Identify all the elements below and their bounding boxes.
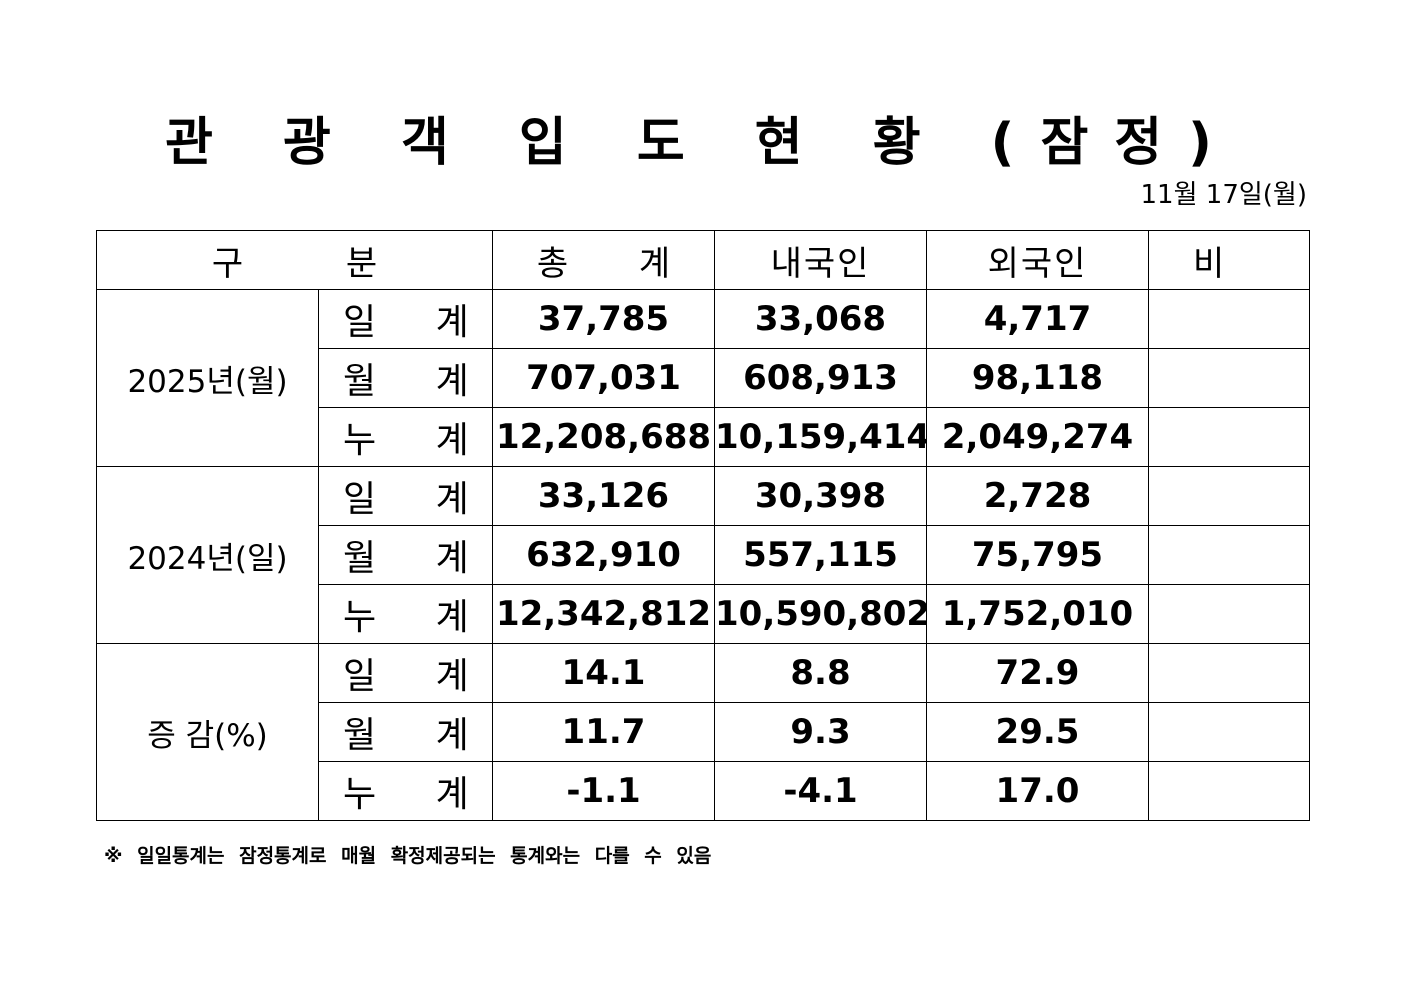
cell-foreign: 2,049,274: [926, 407, 1149, 467]
cell-foreign: 75,795: [926, 525, 1149, 585]
row-label: 누 계: [318, 407, 493, 467]
cell-foreign: 1,752,010: [926, 584, 1149, 644]
table-row: 누 계 12,342,812 10,590,802 1,752,010: [97, 584, 1310, 644]
cell-remarks: [1148, 761, 1310, 821]
cell-domestic: 557,115: [714, 525, 927, 585]
cell-domestic: 10,159,414: [714, 407, 927, 467]
table-row: 월 계 632,910 557,115 75,795: [97, 525, 1310, 585]
cell-foreign: 98,118: [926, 348, 1149, 408]
cell-total: 707,031: [492, 348, 715, 408]
cell-domestic: 33,068: [714, 289, 927, 349]
cell-total: 12,342,812: [492, 584, 715, 644]
cell-domestic: 8.8: [714, 643, 927, 703]
cell-foreign: 72.9: [926, 643, 1149, 703]
cell-remarks: [1148, 525, 1310, 585]
cell-remarks: [1148, 584, 1310, 644]
cell-domestic: 30,398: [714, 466, 927, 526]
cell-total: 37,785: [492, 289, 715, 349]
footnote: ※ 일일통계는 잠정통계로 매월 확정제공되는 통계와는 다를 수 있음: [104, 845, 712, 867]
page-title: 관 광 객 입 도 현 황 (잠정): [165, 113, 1238, 173]
header-remarks: 비 고: [1148, 230, 1310, 290]
table-row: 증 감(%) 일 계 14.1 8.8 72.9: [96, 643, 1310, 821]
cell-remarks: [1148, 407, 1310, 467]
table-row: 2024년(일) 일 계 33,126 30,398 2,728: [96, 466, 1310, 644]
cell-remarks: [1148, 702, 1310, 762]
cell-total: 14.1: [492, 643, 715, 703]
cell-total: 12,208,688: [492, 407, 715, 467]
cell-foreign: 4,717: [926, 289, 1149, 349]
cell-total: -1.1: [492, 761, 715, 821]
row-label: 누 계: [318, 761, 493, 821]
row-label: 일 계: [318, 466, 493, 526]
group-label-2024: 2024년(일): [96, 466, 319, 644]
table-row: 누 계 -1.1 -4.1 17.0: [97, 761, 1310, 821]
table-row: 월 계 11.7 9.3 29.5: [97, 702, 1310, 762]
cell-remarks: [1148, 466, 1310, 526]
group-label-2025: 2025년(월): [96, 289, 319, 467]
header-category: 구 분: [96, 230, 493, 290]
cell-domestic: -4.1: [714, 761, 927, 821]
cell-domestic: 9.3: [714, 702, 927, 762]
row-label: 월 계: [318, 348, 493, 408]
header-foreign: 외국인: [926, 230, 1149, 290]
table-header-row: 구 분 총 계 내국인 외국인 비 고: [96, 230, 1310, 290]
row-label: 월 계: [318, 525, 493, 585]
header-total: 총 계: [492, 230, 715, 290]
row-label: 일 계: [318, 289, 493, 349]
cell-remarks: [1148, 289, 1310, 349]
row-label: 누 계: [318, 584, 493, 644]
tourist-arrivals-table: 구 분 총 계 내국인 외국인 비 고 2025년(월) 일 계 37,785 …: [96, 230, 1310, 821]
cell-remarks: [1148, 348, 1310, 408]
header-domestic: 내국인: [714, 230, 927, 290]
cell-total: 33,126: [492, 466, 715, 526]
cell-total: 11.7: [492, 702, 715, 762]
cell-foreign: 29.5: [926, 702, 1149, 762]
table-row: 2025년(월) 일 계 37,785 33,068 4,717: [96, 289, 1310, 467]
cell-domestic: 608,913: [714, 348, 927, 408]
row-label: 월 계: [318, 702, 493, 762]
cell-foreign: 2,728: [926, 466, 1149, 526]
report-date: 11월 17일(월): [1140, 180, 1307, 210]
group-label-change: 증 감(%): [96, 643, 319, 821]
cell-domestic: 10,590,802: [714, 584, 927, 644]
row-label: 일 계: [318, 643, 493, 703]
cell-remarks: [1148, 643, 1310, 703]
cell-foreign: 17.0: [926, 761, 1149, 821]
table-row: 누 계 12,208,688 10,159,414 2,049,274: [97, 407, 1310, 467]
cell-total: 632,910: [492, 525, 715, 585]
